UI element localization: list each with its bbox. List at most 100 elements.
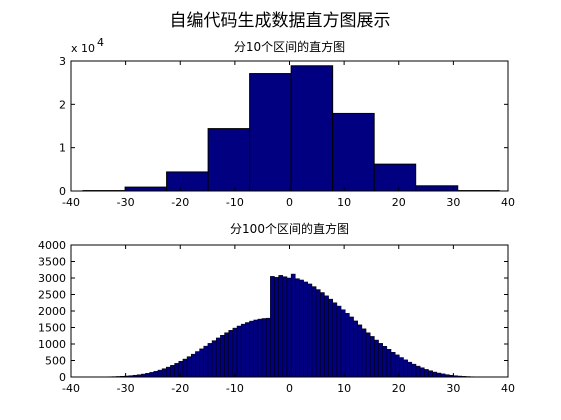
x-tick-label: 0 [286,382,293,395]
histogram-bar [153,371,159,378]
histogram-bar [315,289,321,378]
subplot-title: 分10个区间的直方图 [234,39,345,54]
histogram-100-bins: -40 -30 -20 -10 0 10 20 30 40 0 500 1000 1500 2000 250… [38,221,515,395]
histogram-bar [303,281,309,378]
histogram-bar [166,171,209,192]
histogram-bar [386,349,392,378]
histogram-bar [378,343,383,378]
histogram-bar [161,368,167,378]
histogram-bar [240,323,246,378]
histogram-bar [190,353,196,378]
figure-title: 自编代码生成数据直方图展示 [170,11,391,31]
histogram-bar [282,276,288,378]
histogram-bar [211,340,217,378]
x-tick-label: 30 [446,382,460,395]
x-tick-label: 30 [446,196,460,209]
histogram-bar [328,298,334,378]
histogram-bar [232,327,238,378]
histogram-bar [390,352,396,378]
y-tick-label: 2 [59,98,66,111]
histogram-bar [245,322,250,378]
histogram-bar [295,278,300,378]
histogram-bar [149,372,155,378]
histogram-bar [407,361,413,378]
histogram-bar [290,273,296,378]
histogram-bar [419,367,425,378]
histogram-bar [361,328,367,378]
y-tick-label: 2000 [38,305,66,318]
histogram-bar [261,318,267,378]
histogram-bar [374,339,379,378]
histogram-bar [257,318,263,378]
y-tick-label: 0 [59,185,66,198]
histogram-bar [224,332,229,378]
histogram-bar [290,65,334,192]
histogram-bar [186,356,192,378]
x-tick-label: -20 [171,382,189,395]
histogram-bar [270,276,275,378]
histogram-bar [399,357,404,378]
x-tick-label: 10 [337,382,351,395]
histogram-bar [199,348,204,378]
y-tick-label: 3000 [38,272,66,285]
y-tick-label: 2500 [38,289,66,302]
histogram-bar [220,335,225,378]
histogram-bar [145,373,150,378]
histogram-bar [166,366,171,378]
histogram-bar [249,320,254,378]
histogram-bar [274,277,279,378]
histogram-bar [415,365,421,378]
histogram-bar [373,163,417,192]
histogram-bar [411,363,417,378]
histogram-bar [236,325,242,378]
histogram-bar [320,292,325,378]
histogram-bar [215,337,221,378]
histogram-bar [286,277,292,378]
y-tick-label: 0 [59,371,66,384]
histogram-bar [403,359,408,378]
histogram-bar [170,365,175,378]
histogram-bar [249,73,292,192]
y-tick-label: 1 [59,142,66,155]
histogram-bar [195,351,200,378]
x-tick-label: -10 [226,196,244,209]
y-tick-label: 3 [59,55,66,68]
histogram-bar [174,363,180,378]
histogram-bar [357,324,363,378]
histogram-bar [369,336,375,378]
histogram-bar [178,361,184,378]
histogram-bar [336,305,342,378]
histogram-bar [353,320,358,378]
x-tick-label: -40 [62,382,80,395]
y-tick-label: 1000 [38,338,66,351]
y-tick-label: 1500 [38,322,66,335]
histogram-bar [332,112,375,192]
histogram-bar [182,358,188,378]
y-tick-label: 4000 [38,239,66,252]
histogram-bar [265,317,271,378]
x-tick-label: -30 [117,196,135,209]
x-tick-label: -40 [62,196,80,209]
y-exponent-label: x 10 [71,42,95,55]
histogram-bar [124,186,168,192]
x-tick-label: -10 [226,382,244,395]
histogram-bar [382,346,388,378]
histogram-bar [424,369,429,378]
x-tick-label: -20 [171,196,189,209]
subplot-title: 分100个区间的直方图 [230,221,349,236]
y-tick-label: 500 [45,355,66,368]
histogram-bar [340,309,346,378]
histogram-bar [436,372,442,378]
histogram-bar [207,343,213,378]
histogram-bar [345,313,350,378]
y-exponent-power: 4 [97,36,104,49]
histogram-bar [324,295,329,378]
x-tick-label: 20 [392,382,406,395]
histogram-bar [332,302,338,378]
x-tick-label: -30 [117,382,135,395]
histogram-bar [207,128,251,192]
histogram-bar [307,283,313,378]
histogram-bar [299,279,304,378]
x-tick-label: 0 [286,196,293,209]
